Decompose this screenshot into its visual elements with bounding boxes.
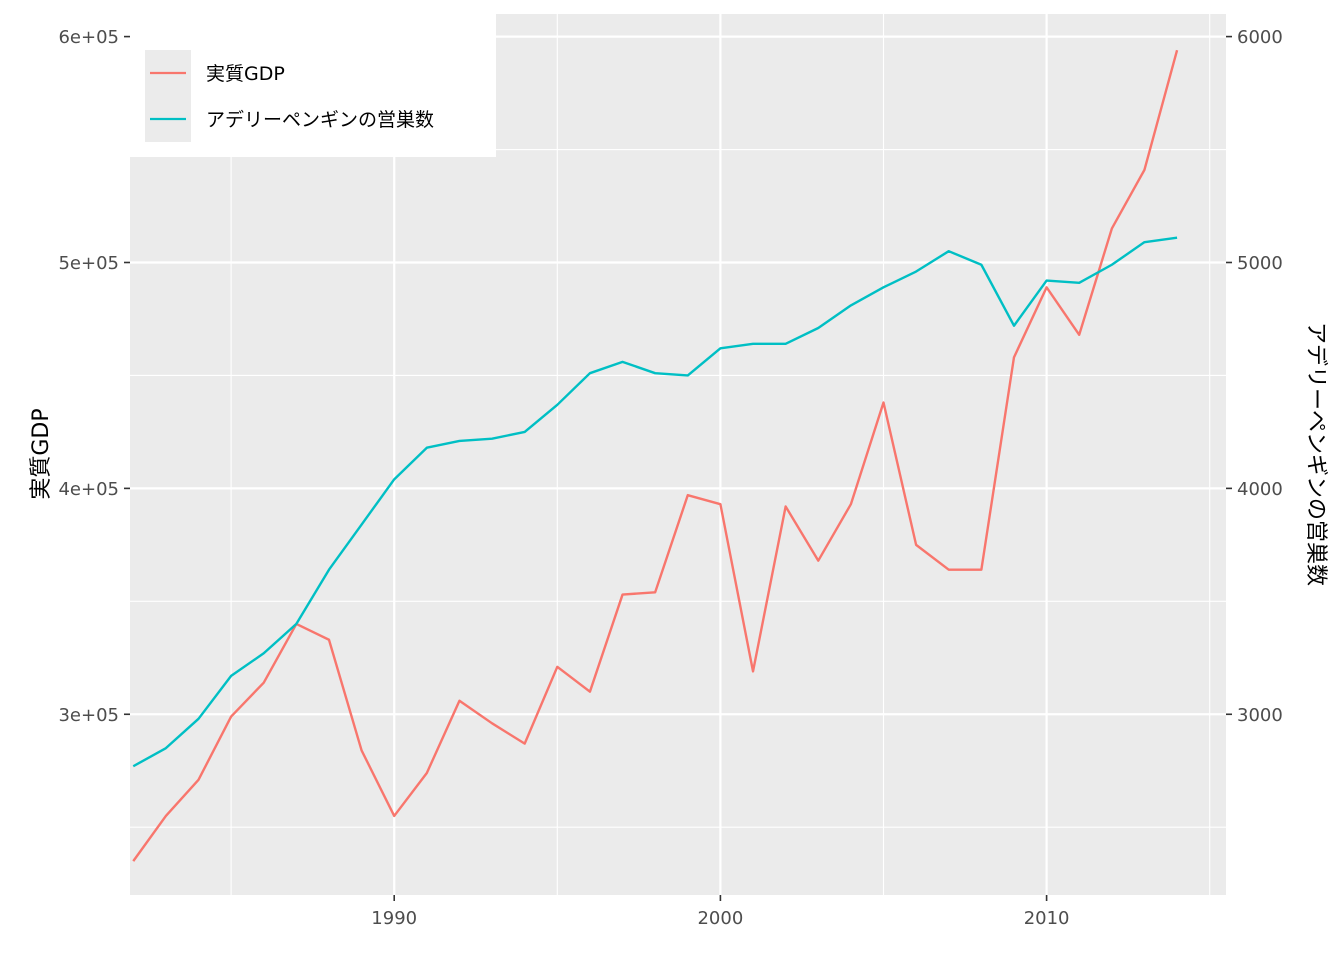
plot-panel — [130, 14, 1226, 895]
series-line-penguin-nests — [132, 236, 1178, 768]
right-axis-tick-label: 5000 — [1237, 253, 1283, 274]
right-axis-tick-label: 6000 — [1237, 27, 1283, 48]
left-axis-tick-label: 4e+05 — [58, 479, 119, 500]
x-axis-tick-label: 2000 — [697, 908, 743, 929]
right-y-axis: 3000 4000 5000 6000 — [1226, 27, 1283, 726]
left-axis-tick-label: 5e+05 — [58, 253, 119, 274]
left-axis-tick-label: 3e+05 — [58, 705, 119, 726]
right-axis-tick-label: 3000 — [1237, 705, 1283, 726]
legend: 実質GDP アデリーペンギンの営巣数 — [130, 14, 496, 157]
left-axis-title: 実質GDP — [29, 408, 54, 499]
right-axis-tick-label: 4000 — [1237, 479, 1283, 500]
x-axis: 1990 2000 2010 — [371, 895, 1070, 929]
right-axis-title: アデリーペンギンの営巣数 — [1303, 322, 1328, 586]
left-axis-tick-label: 6e+05 — [58, 27, 119, 48]
left-y-axis: 3e+05 4e+05 5e+05 6e+05 — [58, 27, 130, 726]
x-axis-tick-label: 2010 — [1024, 908, 1070, 929]
series-line-gdp — [132, 49, 1179, 862]
x-axis-tick-label: 1990 — [371, 908, 417, 929]
legend-label-gdp: 実質GDP — [206, 63, 285, 85]
major-gridlines — [130, 14, 1226, 895]
legend-label-penguin: アデリーペンギンの営巣数 — [206, 109, 434, 131]
series-lines — [132, 49, 1179, 862]
